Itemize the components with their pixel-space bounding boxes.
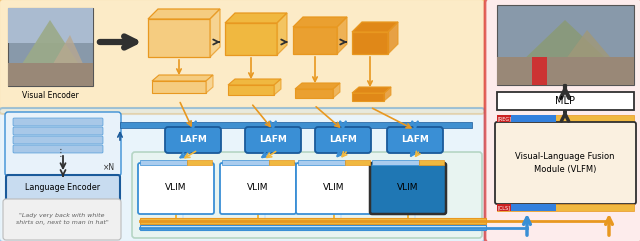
Bar	[532, 57, 547, 85]
FancyBboxPatch shape	[370, 163, 446, 214]
Polygon shape	[352, 87, 391, 93]
Bar	[352, 93, 384, 101]
Bar	[497, 92, 634, 110]
Bar	[511, 115, 556, 122]
Bar	[8, 8, 93, 86]
FancyBboxPatch shape	[0, 108, 485, 241]
Polygon shape	[8, 20, 93, 86]
Text: [REG]: [REG]	[498, 116, 512, 121]
FancyBboxPatch shape	[5, 112, 121, 176]
Bar	[511, 204, 556, 211]
Polygon shape	[497, 20, 634, 85]
FancyBboxPatch shape	[370, 163, 446, 214]
FancyBboxPatch shape	[132, 152, 482, 238]
Polygon shape	[547, 30, 634, 85]
Text: VLIM: VLIM	[165, 183, 187, 193]
Polygon shape	[293, 17, 347, 27]
Bar	[8, 8, 93, 43]
Bar	[497, 5, 634, 85]
Bar	[264, 212, 266, 218]
Bar	[120, 122, 472, 128]
Polygon shape	[277, 13, 287, 55]
Bar	[140, 160, 187, 165]
Polygon shape	[210, 9, 220, 57]
Text: VLIM: VLIM	[247, 183, 269, 193]
Text: LAFM: LAFM	[401, 135, 429, 145]
Bar	[407, 212, 409, 218]
Text: "Lady very back with white
shirts on, next to man in hat": "Lady very back with white shirts on, ne…	[15, 213, 108, 225]
FancyBboxPatch shape	[387, 127, 443, 153]
Polygon shape	[384, 87, 391, 101]
Bar	[333, 212, 335, 218]
Text: VLIM: VLIM	[397, 183, 419, 193]
Polygon shape	[352, 22, 398, 32]
Text: ×N: ×N	[103, 163, 115, 173]
Bar	[414, 212, 416, 218]
FancyBboxPatch shape	[245, 127, 301, 153]
Bar	[182, 212, 184, 218]
Polygon shape	[40, 35, 93, 86]
Polygon shape	[148, 9, 220, 19]
FancyBboxPatch shape	[220, 163, 296, 214]
Text: LAFM: LAFM	[179, 135, 207, 145]
Bar	[497, 57, 634, 85]
Text: MLP: MLP	[555, 96, 575, 106]
Polygon shape	[295, 83, 340, 89]
Bar	[228, 85, 274, 95]
Bar	[497, 115, 634, 122]
FancyBboxPatch shape	[296, 163, 372, 214]
Polygon shape	[388, 22, 398, 54]
Bar	[175, 212, 177, 218]
FancyBboxPatch shape	[13, 136, 103, 144]
Polygon shape	[337, 17, 347, 54]
Polygon shape	[152, 75, 213, 81]
Bar	[8, 63, 93, 86]
FancyBboxPatch shape	[138, 163, 214, 214]
Polygon shape	[333, 83, 340, 98]
Bar	[419, 160, 444, 165]
Bar	[140, 218, 486, 224]
Bar	[298, 160, 345, 165]
Bar	[269, 160, 294, 165]
Polygon shape	[228, 79, 281, 85]
Polygon shape	[225, 13, 287, 23]
FancyBboxPatch shape	[315, 127, 371, 153]
FancyBboxPatch shape	[485, 0, 640, 241]
Bar	[187, 160, 212, 165]
Bar	[352, 32, 388, 54]
Bar	[293, 27, 337, 54]
Bar	[345, 160, 370, 165]
Bar	[148, 19, 210, 57]
Text: ⋮: ⋮	[55, 148, 65, 158]
Bar	[140, 225, 486, 230]
Polygon shape	[206, 75, 213, 93]
Bar	[497, 204, 634, 211]
FancyBboxPatch shape	[13, 145, 103, 153]
Bar	[152, 81, 206, 93]
Bar	[225, 23, 277, 55]
Polygon shape	[274, 79, 281, 95]
FancyBboxPatch shape	[0, 0, 485, 114]
Bar	[497, 115, 511, 122]
Text: Visual-Language Fusion
Module (VLFM): Visual-Language Fusion Module (VLFM)	[515, 152, 615, 174]
Text: LAFM: LAFM	[329, 135, 357, 145]
Bar	[257, 212, 259, 218]
Bar	[372, 160, 419, 165]
FancyBboxPatch shape	[6, 175, 120, 201]
FancyBboxPatch shape	[165, 127, 221, 153]
FancyBboxPatch shape	[13, 127, 103, 135]
FancyBboxPatch shape	[3, 199, 121, 240]
Bar	[295, 89, 333, 98]
Text: VLIM: VLIM	[323, 183, 345, 193]
Text: Language Encoder: Language Encoder	[26, 183, 100, 193]
Bar	[497, 204, 511, 211]
Bar	[222, 160, 269, 165]
FancyBboxPatch shape	[13, 118, 103, 126]
Text: Visual Encoder: Visual Encoder	[22, 91, 78, 100]
Text: LAFM: LAFM	[259, 135, 287, 145]
FancyBboxPatch shape	[495, 122, 636, 204]
Text: [CLS]: [CLS]	[498, 205, 511, 210]
Bar	[340, 212, 342, 218]
